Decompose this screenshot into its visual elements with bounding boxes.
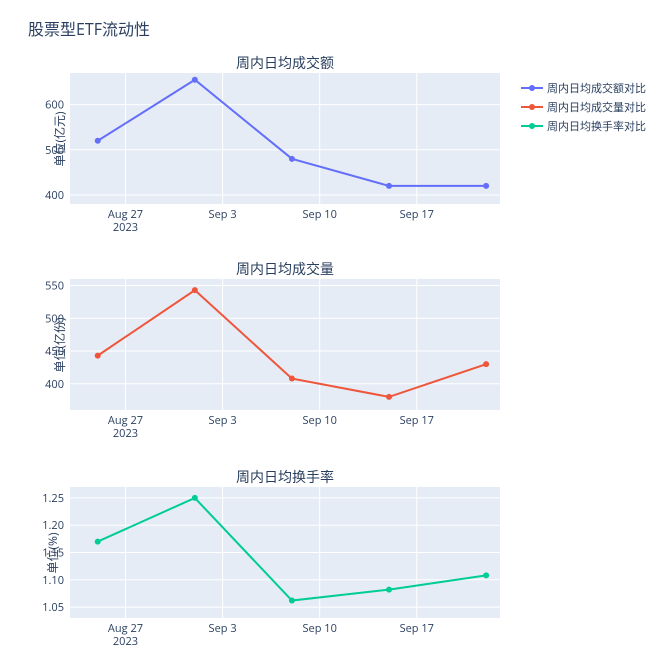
x-tick-label: Sep 3 bbox=[209, 621, 237, 636]
data-marker[interactable] bbox=[386, 394, 392, 400]
y-tick-label: 550 bbox=[45, 279, 64, 294]
plot-area: 400450500550Aug 272023Sep 3Sep 10Sep 17 bbox=[70, 279, 500, 444]
y-tick-label: 1.05 bbox=[42, 600, 64, 615]
data-marker[interactable] bbox=[483, 183, 489, 189]
x-tick-sublabel: 2023 bbox=[113, 220, 138, 235]
x-tick-sublabel: 2023 bbox=[113, 634, 138, 649]
page-title: 股票型ETF流动性 bbox=[28, 16, 150, 40]
y-axis-label: 单位(亿份) bbox=[51, 317, 68, 372]
x-tick-label: Sep 10 bbox=[302, 621, 336, 636]
x-tick-label: Sep 10 bbox=[302, 207, 336, 222]
legend-label: 周内日均成交额对比 bbox=[547, 80, 646, 96]
legend-swatch bbox=[521, 125, 543, 127]
data-marker[interactable] bbox=[483, 572, 489, 578]
x-tick-label: Sep 17 bbox=[400, 413, 434, 428]
subplot-c3: 周内日均换手率单位(%)1.051.101.151.201.25Aug 2720… bbox=[70, 487, 500, 618]
legend-item[interactable]: 周内日均成交量对比 bbox=[521, 99, 646, 115]
subplot-title: 周内日均成交量 bbox=[70, 259, 500, 279]
data-marker[interactable] bbox=[192, 495, 198, 501]
y-tick-label: 400 bbox=[45, 377, 64, 392]
x-tick-label: Sep 10 bbox=[302, 413, 336, 428]
legend-item[interactable]: 周内日均换手率对比 bbox=[521, 118, 646, 134]
data-marker[interactable] bbox=[95, 353, 101, 359]
data-marker[interactable] bbox=[289, 598, 295, 604]
subplot-c2: 周内日均成交量单位(亿份)400450500550Aug 272023Sep 3… bbox=[70, 279, 500, 410]
data-marker[interactable] bbox=[483, 361, 489, 367]
plot-area: 1.051.101.151.201.25Aug 272023Sep 3Sep 1… bbox=[70, 487, 500, 652]
subplot-title: 周内日均换手率 bbox=[70, 467, 500, 487]
x-tick-label: Sep 17 bbox=[400, 207, 434, 222]
subplot-title: 周内日均成交额 bbox=[70, 53, 500, 73]
data-marker[interactable] bbox=[192, 287, 198, 293]
y-axis-label: 单位(亿元) bbox=[51, 111, 68, 166]
data-marker[interactable] bbox=[289, 156, 295, 162]
data-marker[interactable] bbox=[95, 539, 101, 545]
y-tick-label: 1.20 bbox=[42, 518, 64, 533]
legend-label: 周内日均成交量对比 bbox=[547, 99, 646, 115]
data-marker[interactable] bbox=[386, 183, 392, 189]
legend: 周内日均成交额对比周内日均成交量对比周内日均换手率对比 bbox=[521, 80, 646, 137]
data-marker[interactable] bbox=[289, 376, 295, 382]
y-tick-label: 1.10 bbox=[42, 573, 64, 588]
x-tick-sublabel: 2023 bbox=[113, 426, 138, 441]
data-marker[interactable] bbox=[95, 138, 101, 144]
data-marker[interactable] bbox=[386, 587, 392, 593]
x-tick-label: Sep 3 bbox=[209, 413, 237, 428]
subplot-c1: 周内日均成交额单位(亿元)400500600Aug 272023Sep 3Sep… bbox=[70, 73, 500, 204]
legend-item[interactable]: 周内日均成交额对比 bbox=[521, 80, 646, 96]
legend-swatch bbox=[521, 87, 543, 89]
y-tick-label: 1.25 bbox=[42, 491, 64, 506]
chart-page: 股票型ETF流动性 周内日均成交额对比周内日均成交量对比周内日均换手率对比 周内… bbox=[0, 0, 660, 660]
data-marker[interactable] bbox=[192, 77, 198, 83]
x-tick-label: Sep 3 bbox=[209, 207, 237, 222]
y-axis-label: 单位(%) bbox=[44, 532, 61, 573]
y-tick-label: 400 bbox=[45, 188, 64, 203]
legend-label: 周内日均换手率对比 bbox=[547, 118, 646, 134]
plot-area: 400500600Aug 272023Sep 3Sep 10Sep 17 bbox=[70, 73, 500, 238]
y-tick-label: 600 bbox=[45, 98, 64, 113]
x-tick-label: Sep 17 bbox=[400, 621, 434, 636]
legend-swatch bbox=[521, 106, 543, 108]
